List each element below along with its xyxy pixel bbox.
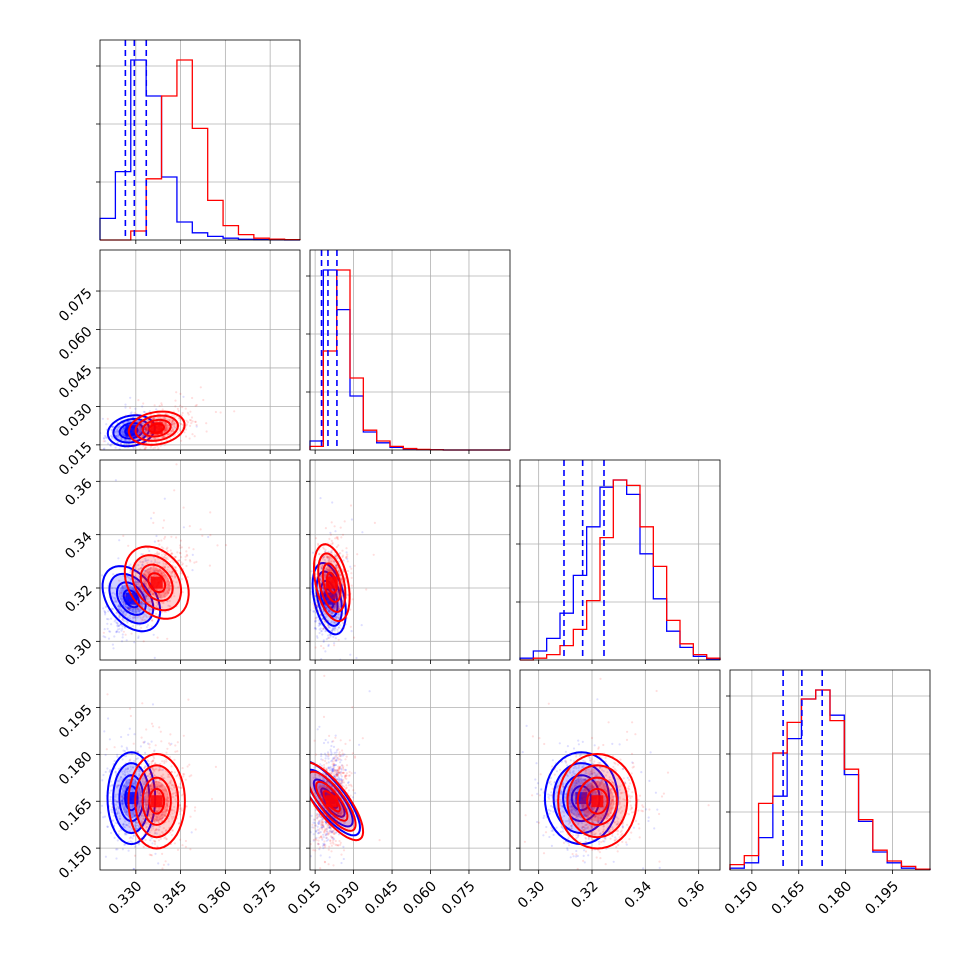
grid-lines [730,670,930,870]
grid-lines [520,460,720,660]
x-tick-label: 0.360 [195,878,235,918]
histogram-3-series-1 [729,689,931,870]
scatter-panel-2-0 [100,463,228,660]
grid-lines [100,460,300,660]
contour-0-3 [311,561,347,636]
axes-frame-1-0 [99,249,301,451]
y-tick-label: 0.045 [56,362,96,402]
grid-lines [100,250,300,450]
axes-frame-2-2 [519,459,721,661]
grid-lines [310,250,510,450]
x-tick-label: 0.045 [362,878,402,918]
x-tick-label: 0.375 [240,878,280,918]
contour-0-0 [124,785,139,812]
axes-frame-3-3 [729,669,931,871]
histogram-2-series-1 [520,479,721,661]
histogram-1-series-1 [309,269,510,451]
scatter-panel-1-0 [100,386,236,450]
contour-1-0 [586,787,609,815]
y-tick-label: 0.015 [56,439,96,479]
x-tick-label: 0.195 [862,878,902,918]
scatter-panel-2-1 [310,497,376,660]
axes-frame-2-0 [99,459,301,661]
contour-1-3 [310,761,365,842]
histogram-1-series-0 [309,269,510,451]
contour-1-1 [141,776,172,826]
contour-1-2 [134,764,180,839]
x-tick-label: 0.165 [769,878,809,918]
y-tick-label: 0.32 [62,582,95,615]
contour-1-2 [131,554,183,612]
axes-frame-2-1 [309,459,511,661]
x-tick-label: 0.030 [324,878,364,918]
contour-1-2 [310,770,357,832]
contour-0-2 [552,762,611,835]
contour-1-3 [557,752,638,850]
x-tick-label: 0.180 [816,878,856,918]
contour-1-1 [139,563,174,602]
y-tick-label: 0.36 [62,476,95,509]
histogram-2-series-0 [519,479,721,660]
y-tick-label: 0.075 [56,285,96,325]
contour-0-3 [106,414,156,448]
y-tick-label: 0.180 [56,749,96,789]
contour-0-2 [112,762,151,835]
scatter-panel-3-2 [521,677,710,870]
contour-1-2 [317,552,347,613]
x-tick-label: 0.075 [439,878,479,918]
axes-frame-0-0 [99,39,301,241]
x-tick-label: 0.34 [622,878,655,911]
x-tick-label: 0.36 [675,878,708,911]
contour-1-1 [576,776,618,826]
y-tick-label: 0.030 [56,401,96,441]
x-tick-label: 0.015 [285,878,325,918]
axes-frame-3-2 [519,669,721,871]
grid-lines [100,40,300,240]
contour-1-1 [141,418,172,438]
y-tick-label: 0.30 [62,636,95,669]
x-tick-label: 0.330 [106,878,146,918]
contour-1-0 [322,790,341,813]
y-tick-label: 0.195 [56,702,96,742]
x-tick-label: 0.060 [400,878,440,918]
x-tick-label: 0.30 [515,878,548,911]
contour-1-2 [566,764,629,839]
contour-1-0 [148,422,165,434]
grid-lines [100,670,300,870]
contour-1-3 [127,410,186,446]
y-tick-label: 0.150 [56,842,96,882]
axes-frame-3-1 [309,669,511,871]
x-tick-label: 0.345 [151,878,191,918]
contour-1-1 [321,562,342,603]
axes-frame-3-0 [99,669,301,871]
y-tick-label: 0.060 [56,324,96,364]
contour-1-0 [326,571,338,594]
x-tick-label: 0.150 [722,878,762,918]
y-tick-label: 0.165 [56,796,96,836]
contour-1-2 [134,414,180,442]
scatter-panel-3-0 [100,693,217,870]
contour-1-0 [148,787,166,815]
contour-1-3 [123,545,190,620]
contour-1-3 [313,543,351,623]
contour-0-0 [570,785,592,812]
contour-1-1 [315,780,349,822]
contour-1-0 [147,572,167,594]
y-tick-label: 0.34 [62,529,95,562]
contour-1-3 [127,752,186,850]
contour-0-3 [106,751,157,846]
x-tick-label: 0.32 [568,878,601,911]
axes-frame-1-1 [309,249,511,451]
scatter-panel-3-1 [310,674,381,870]
